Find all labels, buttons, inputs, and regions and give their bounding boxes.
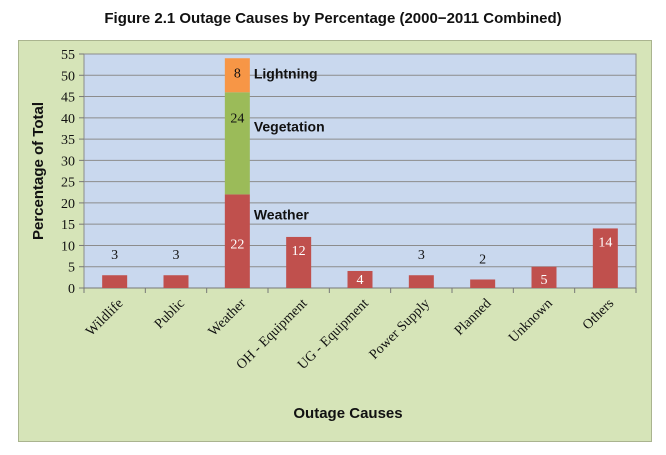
x-tick-label: Unknown bbox=[506, 296, 556, 346]
x-axis-title: Outage Causes bbox=[293, 405, 402, 422]
data-label: 2 bbox=[479, 252, 486, 267]
y-tick-label: 25 bbox=[61, 176, 75, 191]
data-label: 22 bbox=[230, 237, 244, 252]
bar bbox=[408, 275, 434, 288]
bar bbox=[531, 266, 557, 288]
bar bbox=[347, 270, 373, 288]
bars bbox=[102, 58, 618, 288]
x-tick-label: Weather bbox=[206, 296, 250, 340]
data-label: 5 bbox=[541, 273, 548, 288]
x-tick-label: Planned bbox=[452, 296, 495, 339]
y-tick-labels: 0 5 10 15 20 25 30 35 40 45 50 55 bbox=[61, 48, 75, 297]
bar bbox=[102, 275, 128, 288]
chart-title: Figure 2.1 Outage Causes by Percentage (… bbox=[104, 10, 562, 27]
y-tick-label: 50 bbox=[61, 69, 75, 84]
data-label: 12 bbox=[292, 244, 306, 259]
bar bbox=[286, 236, 312, 288]
bar-segment-vegetation bbox=[224, 92, 250, 195]
y-tick-label: 10 bbox=[61, 239, 75, 254]
y-axis-title: Percentage of Total bbox=[30, 102, 47, 240]
y-tick-label: 55 bbox=[61, 48, 75, 63]
y-tick-label: 5 bbox=[68, 261, 75, 276]
bar-segment-lightning bbox=[224, 58, 250, 93]
x-tick-label: Public bbox=[152, 296, 188, 332]
bar bbox=[592, 228, 618, 288]
bar bbox=[470, 279, 496, 288]
stack-annotation: Vegetation bbox=[254, 118, 325, 134]
data-labels: 3 3 22 24 8 12 4 3 2 5 14 bbox=[111, 66, 612, 288]
data-label: 8 bbox=[234, 66, 241, 81]
x-tick-label: Others bbox=[580, 296, 617, 333]
plot-area bbox=[83, 53, 637, 289]
stack-annotations: Weather Vegetation Lightning bbox=[254, 65, 325, 222]
stack-annotation: Lightning bbox=[254, 65, 318, 81]
y-tick-label: 40 bbox=[61, 112, 75, 127]
data-label: 3 bbox=[173, 248, 180, 263]
data-label: 14 bbox=[598, 235, 612, 250]
stack-annotation: Weather bbox=[254, 206, 310, 222]
x-tick-label: Wildlife bbox=[83, 296, 126, 339]
y-tick-label: 15 bbox=[61, 218, 75, 233]
data-label: 3 bbox=[418, 248, 425, 263]
y-tick-label: 35 bbox=[61, 133, 75, 148]
data-label: 4 bbox=[357, 273, 364, 288]
bar-segment-weather bbox=[224, 194, 250, 288]
data-label: 24 bbox=[230, 111, 244, 126]
x-tick-label: Power Supply bbox=[367, 296, 433, 362]
y-tick-label: 20 bbox=[61, 197, 75, 212]
y-tick-label: 45 bbox=[61, 91, 75, 106]
data-label: 3 bbox=[111, 248, 118, 263]
y-tick-label: 0 bbox=[68, 282, 75, 297]
y-tick-label: 30 bbox=[61, 154, 75, 169]
bar bbox=[163, 275, 189, 288]
